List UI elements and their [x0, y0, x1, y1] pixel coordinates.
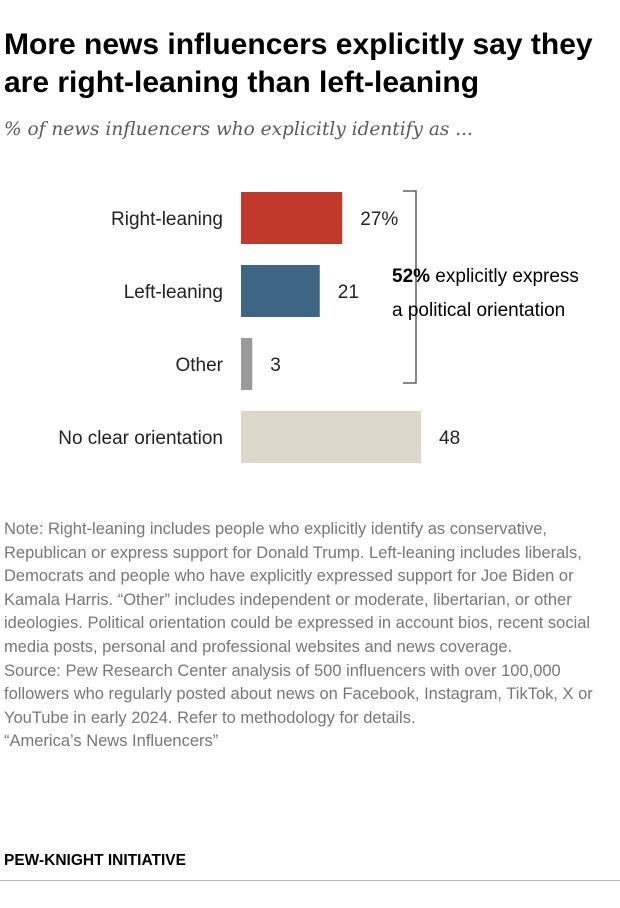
- value-label-left-leaning: 21: [338, 282, 359, 303]
- note-text: Note: Right-leaning includes people who …: [4, 520, 591, 656]
- bar-right-leaning: [241, 192, 343, 244]
- category-label-other: Other: [175, 355, 223, 376]
- category-label-no-clear-orientation: No clear orientation: [58, 428, 223, 449]
- annotation-bracket: [403, 190, 417, 384]
- bar-left-leaning: [241, 265, 320, 317]
- footer-brand: PEW-KNIGHT INITIATIVE: [4, 852, 186, 869]
- annotation-line-2: a political orientation: [392, 300, 565, 321]
- report-name: “America’s News Influencers”: [4, 732, 219, 751]
- annotation-text-1: explicitly express: [430, 266, 579, 287]
- chart-title: More news influencers explicitly say the…: [4, 28, 593, 99]
- bar-chart: Right-leaning 27% Left-leaning 21 Other 3 No c…: [58, 190, 579, 463]
- annotation-line-1: 52% explicitly express: [392, 266, 579, 287]
- value-label-other: 3: [270, 355, 281, 376]
- notes: Note: Right-leaning includes people who …: [4, 518, 616, 754]
- source-text: Source: Pew Research Center analysis of …: [4, 661, 593, 727]
- value-label-no-clear-orientation: 48: [439, 428, 460, 449]
- category-label-left-leaning: Left-leaning: [124, 282, 223, 303]
- bar-no-clear-orientation: [241, 411, 421, 463]
- annotation-percent: 52%: [392, 266, 430, 287]
- bottom-rule: [0, 880, 620, 881]
- bar-other: [241, 338, 253, 390]
- category-label-right-leaning: Right-leaning: [111, 209, 223, 230]
- chart-subtitle: % of news influencers who explicitly ide…: [4, 119, 473, 140]
- value-label-right-leaning: 27%: [360, 209, 398, 230]
- bars-layer: Right-leaning 27% Left-leaning 21 Other 3 No c…: [58, 192, 460, 463]
